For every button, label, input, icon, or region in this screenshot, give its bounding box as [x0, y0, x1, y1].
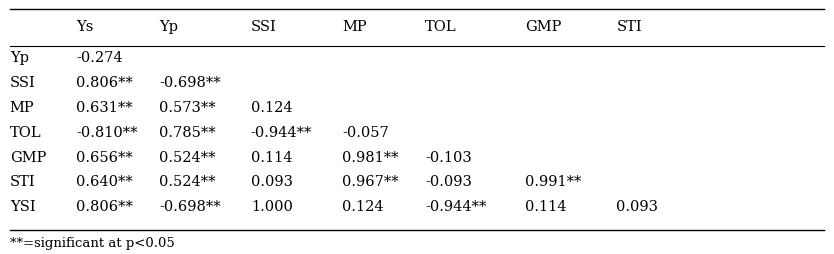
Text: 0.806**: 0.806**: [76, 76, 133, 90]
Text: 0.524**: 0.524**: [159, 176, 216, 189]
Text: 0.981**: 0.981**: [342, 151, 399, 165]
Text: Yp: Yp: [10, 51, 28, 66]
Text: 0.967**: 0.967**: [342, 176, 399, 189]
Text: Yp: Yp: [159, 20, 178, 35]
Text: 0.093: 0.093: [616, 200, 659, 214]
Text: 0.991**: 0.991**: [525, 176, 581, 189]
Text: 0.093: 0.093: [251, 176, 293, 189]
Text: MP: MP: [10, 101, 34, 115]
Text: MP: MP: [342, 20, 367, 35]
Text: 0.114: 0.114: [251, 151, 292, 165]
Text: 0.631**: 0.631**: [76, 101, 133, 115]
Text: YSI: YSI: [10, 200, 35, 214]
Text: 1.000: 1.000: [251, 200, 293, 214]
Text: -0.103: -0.103: [425, 151, 472, 165]
Text: 0.785**: 0.785**: [159, 126, 216, 140]
Text: Ys: Ys: [76, 20, 93, 35]
Text: 0.524**: 0.524**: [159, 151, 216, 165]
Text: -0.274: -0.274: [76, 51, 123, 66]
Text: SSI: SSI: [10, 76, 36, 90]
Text: STI: STI: [616, 20, 642, 35]
Text: -0.057: -0.057: [342, 126, 389, 140]
Text: -0.698**: -0.698**: [159, 76, 221, 90]
Text: 0.806**: 0.806**: [76, 200, 133, 214]
Text: 0.124: 0.124: [342, 200, 384, 214]
Text: GMP: GMP: [525, 20, 561, 35]
Text: -0.944**: -0.944**: [425, 200, 487, 214]
Text: -0.698**: -0.698**: [159, 200, 221, 214]
Text: SSI: SSI: [251, 20, 277, 35]
Text: GMP: GMP: [10, 151, 46, 165]
Text: 0.656**: 0.656**: [76, 151, 133, 165]
Text: -0.093: -0.093: [425, 176, 472, 189]
Text: -0.944**: -0.944**: [251, 126, 312, 140]
Text: -0.810**: -0.810**: [76, 126, 138, 140]
Text: TOL: TOL: [425, 20, 457, 35]
Text: 0.124: 0.124: [251, 101, 293, 115]
Text: STI: STI: [10, 176, 35, 189]
Text: 0.573**: 0.573**: [159, 101, 216, 115]
Text: 0.640**: 0.640**: [76, 176, 133, 189]
Text: TOL: TOL: [10, 126, 42, 140]
Text: 0.114: 0.114: [525, 200, 566, 214]
Text: **=significant at p<0.05: **=significant at p<0.05: [10, 237, 174, 250]
